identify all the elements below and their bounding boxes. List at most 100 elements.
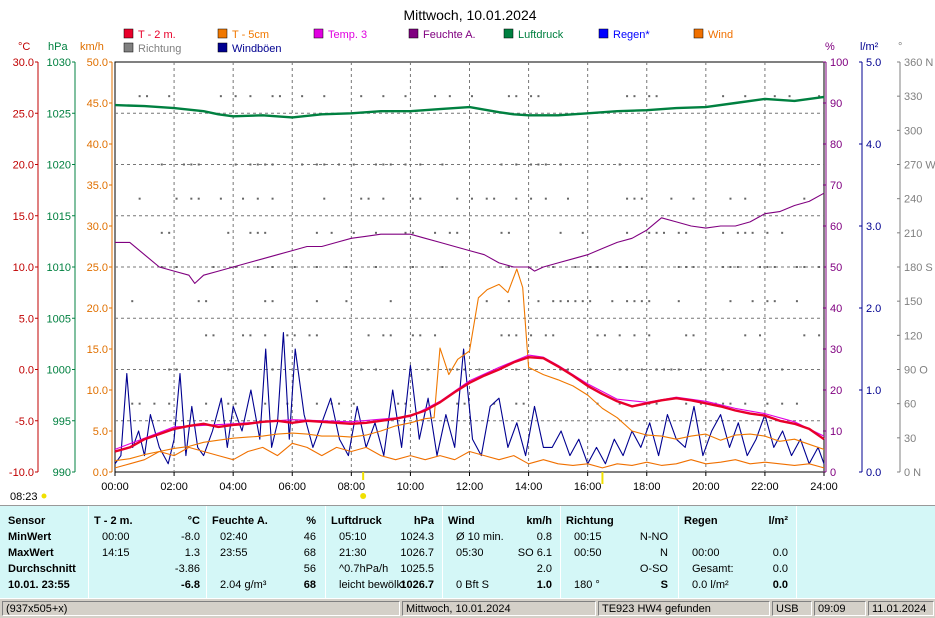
y-tick-label-direction_deg: 360 N bbox=[904, 57, 933, 69]
table-cell: 180 ° bbox=[574, 579, 600, 591]
direction-dot bbox=[264, 334, 267, 337]
direction-dot bbox=[456, 197, 459, 200]
direction-dot bbox=[249, 334, 252, 337]
direction-dot bbox=[249, 95, 252, 98]
grid bbox=[115, 62, 824, 472]
direction-dot bbox=[530, 95, 533, 98]
table-cell: 10.01. 23:55 bbox=[8, 579, 70, 591]
table-cell: l/m² bbox=[768, 515, 788, 527]
direction-dot bbox=[315, 334, 318, 337]
direction-dot bbox=[264, 163, 267, 166]
direction-dot bbox=[500, 231, 503, 234]
table-cell: Feuchte A. bbox=[212, 515, 268, 527]
direction-dot bbox=[773, 266, 776, 268]
status-pane: 09:09 bbox=[814, 601, 866, 616]
y-tick-label-direction_deg: 270 W bbox=[904, 160, 935, 172]
legend-label: Richtung bbox=[138, 43, 181, 55]
table-cell: hPa bbox=[413, 515, 434, 527]
direction-dot bbox=[153, 402, 156, 405]
direction-dot bbox=[448, 368, 451, 371]
direction-dot bbox=[677, 368, 680, 371]
direction-dot bbox=[618, 334, 621, 337]
time-start-label: 08:23 bbox=[10, 491, 38, 503]
direction-dot bbox=[722, 266, 725, 268]
direction-dot bbox=[537, 300, 540, 303]
direction-dot bbox=[530, 197, 533, 200]
direction-dot bbox=[818, 334, 821, 337]
direction-dot bbox=[470, 95, 473, 98]
direction-dot bbox=[234, 266, 237, 268]
y-tick-label-direction_deg: 180 S bbox=[904, 262, 933, 274]
y-tick-label-wind_kmh: 10.0 bbox=[87, 385, 108, 397]
direction-dot bbox=[685, 334, 688, 337]
direction-dot bbox=[611, 300, 614, 303]
table-cell: Regen bbox=[684, 515, 718, 527]
x-tick-label: 00:00 bbox=[101, 481, 129, 493]
table-cell: 1026.7 bbox=[400, 547, 434, 559]
direction-dot bbox=[404, 402, 407, 405]
x-tick-label: 12:00 bbox=[456, 481, 484, 493]
table-cell: T - 2 m. bbox=[94, 515, 133, 527]
direction-dot bbox=[404, 95, 407, 98]
table-cell: km/h bbox=[526, 515, 552, 527]
y-tick-label-humidity_pct: 90 bbox=[830, 98, 842, 110]
table-cell: Richtung bbox=[566, 515, 614, 527]
direction-dot bbox=[507, 95, 510, 98]
direction-dot bbox=[286, 334, 289, 337]
direction-dot bbox=[426, 368, 429, 371]
y-tick-label-pressure_hpa: 1025 bbox=[47, 108, 71, 120]
direction-dot bbox=[618, 266, 621, 268]
table-separator bbox=[560, 506, 561, 599]
y-tick-label-wind_kmh: 50.0 bbox=[87, 57, 108, 69]
direction-dot bbox=[190, 163, 193, 166]
y-tick-label-wind_kmh: 25.0 bbox=[87, 262, 108, 274]
table-cell: -8.0 bbox=[181, 531, 200, 543]
direction-dot bbox=[648, 95, 651, 98]
table-cell: 1026.7 bbox=[400, 579, 434, 591]
direction-dot bbox=[744, 197, 747, 200]
direction-dot bbox=[500, 334, 503, 337]
y-tick-label-pressure_hpa: 1015 bbox=[47, 211, 71, 223]
y-tick-label-humidity_pct: 80 bbox=[830, 139, 842, 151]
direction-dot bbox=[345, 266, 348, 268]
y-tick-label-temp_c: -5.0 bbox=[15, 416, 34, 428]
direction-dot bbox=[374, 368, 377, 371]
direction-dot bbox=[419, 334, 422, 337]
y-tick-label-rain_lm2: 4.0 bbox=[866, 139, 881, 151]
direction-dot bbox=[603, 334, 606, 337]
legend-label: T - 2 m. bbox=[138, 29, 176, 41]
y-tick-label-humidity_pct: 70 bbox=[830, 180, 842, 192]
y-tick-label-direction_deg: 60 bbox=[904, 399, 916, 411]
y-tick-label-humidity_pct: 20 bbox=[830, 385, 842, 397]
direction-dot bbox=[456, 231, 459, 234]
x-tick-label: 10:00 bbox=[397, 481, 425, 493]
table-cell: 0.0 l/m² bbox=[692, 579, 729, 591]
direction-dot bbox=[559, 300, 562, 303]
direction-dot bbox=[190, 197, 193, 200]
direction-dot bbox=[507, 231, 510, 234]
direction-dots bbox=[131, 95, 821, 405]
sunrise-marker bbox=[360, 493, 367, 499]
direction-dot bbox=[537, 163, 540, 166]
y-tick-label-temp_c: 5.0 bbox=[19, 313, 34, 325]
table-cell: 05:30 bbox=[456, 547, 484, 559]
direction-dot bbox=[722, 402, 725, 405]
direction-dot bbox=[227, 402, 230, 405]
direction-dot bbox=[315, 402, 318, 405]
direction-dot bbox=[315, 300, 318, 303]
y-tick-label-temp_c: 0.0 bbox=[19, 365, 34, 377]
direction-dot bbox=[205, 300, 208, 303]
y-tick-label-direction_deg: 150 bbox=[904, 296, 922, 308]
table-cell: 68 bbox=[303, 579, 316, 591]
legend-swatch bbox=[217, 28, 228, 39]
direction-dot bbox=[434, 334, 437, 337]
direction-dot bbox=[759, 334, 762, 337]
y-tick-label-direction_deg: 120 bbox=[904, 330, 922, 342]
direction-dot bbox=[670, 368, 673, 371]
legend-swatch bbox=[408, 28, 419, 39]
y-tick-label-wind_kmh: 5.0 bbox=[93, 426, 108, 438]
direction-dot bbox=[626, 231, 629, 234]
table-cell: 00:00 bbox=[102, 531, 130, 543]
direction-dot bbox=[566, 368, 569, 371]
direction-dot bbox=[456, 368, 459, 371]
